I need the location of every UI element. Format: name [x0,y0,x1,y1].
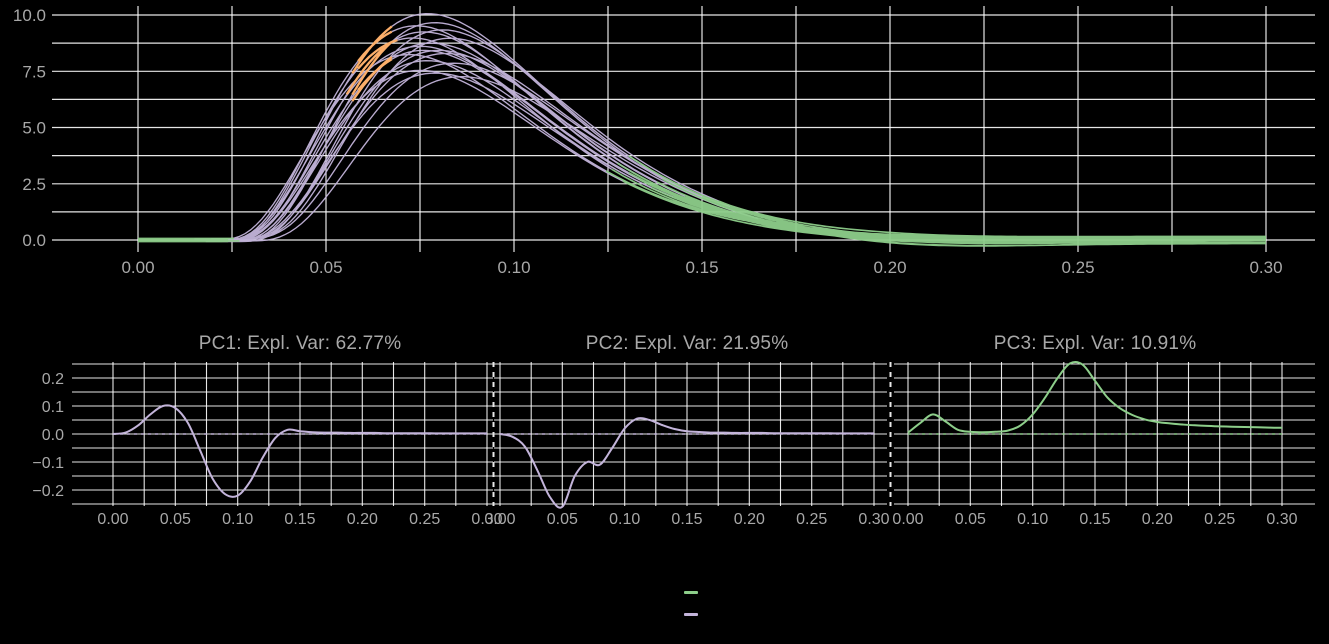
pc-panel-2: 0.00 0.05 0.10 0.15 0.20 0.25 0.30 [484,362,890,528]
svg-text:2.5: 2.5 [22,175,46,194]
svg-text:0.25: 0.25 [1204,511,1235,528]
svg-text:0.20: 0.20 [734,511,765,528]
svg-text:0.00: 0.00 [97,511,128,528]
svg-text:0.0: 0.0 [22,231,46,250]
curves-orange-segments [345,25,398,102]
svg-text:5.0: 5.0 [22,119,46,138]
svg-text:0.0: 0.0 [42,427,64,444]
svg-text:0.10: 0.10 [497,258,530,277]
svg-text:0.20: 0.20 [1142,511,1173,528]
svg-text:0.20: 0.20 [873,258,906,277]
svg-text:0.25: 0.25 [796,511,827,528]
top-axis-labels: 0.00 0.05 0.10 0.15 0.20 0.25 0.30 0.0 2.5 5.0 7.5… [13,6,1283,277]
svg-text:0.00: 0.00 [484,511,515,528]
svg-text:0.00: 0.00 [892,511,923,528]
pc2-curve [499,417,874,509]
svg-text:0.15: 0.15 [1079,511,1110,528]
pc3-curve [907,361,1283,434]
svg-text:0.15: 0.15 [284,511,315,528]
svg-text:−0.1: −0.1 [32,455,64,472]
pc2-title: PC2: Expl. Var: 21.95% [585,333,789,354]
svg-text:0.05: 0.05 [547,511,578,528]
svg-text:0.00: 0.00 [121,258,154,277]
svg-text:0.30: 0.30 [1249,258,1282,277]
svg-text:0.25: 0.25 [1061,258,1094,277]
svg-text:0.15: 0.15 [685,258,718,277]
svg-text:0.10: 0.10 [1017,511,1048,528]
svg-text:10.0: 10.0 [13,6,46,25]
svg-text:0.15: 0.15 [671,511,702,528]
legend-swatch-lavender [684,612,698,616]
pc1-curve [112,404,487,498]
legend-item-green [684,590,706,594]
legend-item-lavender [684,612,706,616]
legend-swatch-green [684,590,698,594]
svg-text:0.30: 0.30 [471,511,502,528]
curves-green-segments [138,155,1266,247]
svg-text:−0.2: −0.2 [32,483,64,500]
svg-text:0.10: 0.10 [609,511,640,528]
pc-panel-3: 0.00 0.05 0.10 0.15 0.20 0.25 0.30 [892,361,1315,528]
pc-panel-1: 0.00 0.05 0.10 0.15 0.20 0.25 0.30 0.2 0.1 0.0 −0.… [32,362,503,528]
svg-text:0.30: 0.30 [1266,511,1297,528]
svg-text:7.5: 7.5 [22,62,46,81]
svg-text:0.05: 0.05 [160,511,191,528]
svg-text:0.05: 0.05 [955,511,986,528]
legend [684,590,706,616]
curves-lavender-segments [194,13,759,243]
svg-text:0.25: 0.25 [409,511,440,528]
top-curves [138,13,1266,247]
svg-text:0.30: 0.30 [858,511,889,528]
pc1-title: PC1: Expl. Var: 62.77% [198,333,402,354]
svg-text:0.2: 0.2 [42,371,64,388]
svg-text:0.1: 0.1 [42,399,64,416]
svg-text:0.05: 0.05 [309,258,342,277]
svg-text:0.20: 0.20 [347,511,378,528]
sample-curves-chart: 0.00 0.05 0.10 0.15 0.20 0.25 0.30 0.0 2.5 5.0 7.5… [13,6,1315,277]
svg-text:0.10: 0.10 [222,511,253,528]
pc-loadings-chart: 0.00 0.05 0.10 0.15 0.20 0.25 0.30 0.2 0.1 0.0 −0.… [32,361,1315,528]
top-gridlines [52,6,1315,252]
pc3-title: PC3: Expl. Var: 10.91% [993,333,1197,354]
